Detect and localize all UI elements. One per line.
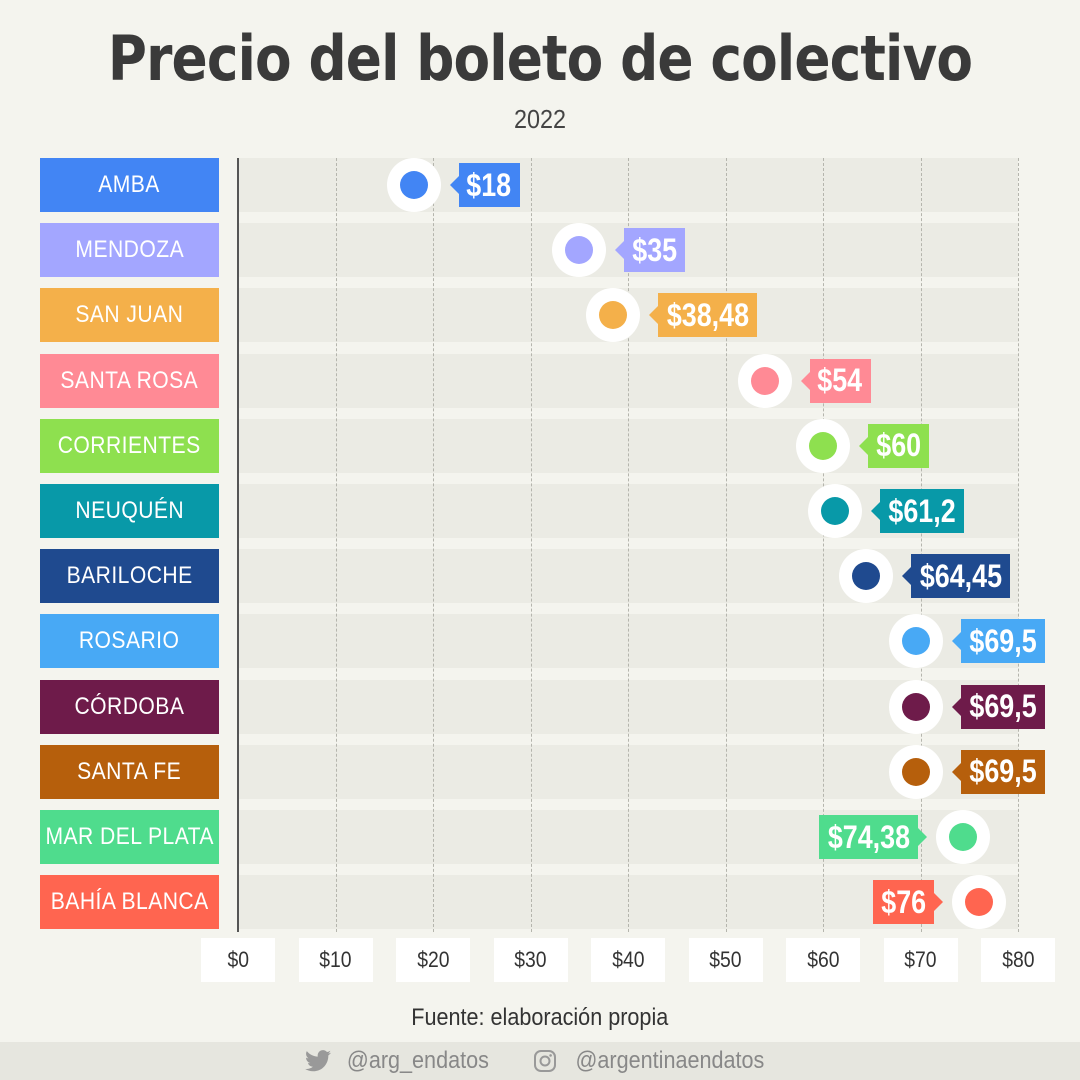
value-label: $35 [615,228,686,273]
data-point [552,223,607,278]
chart-subtitle: 2022 [513,104,567,134]
twitter-handle-text: @arg_endatos [347,1047,490,1074]
value-label: $76 [873,880,943,925]
data-point [807,484,862,538]
category-label: MENDOZA [40,223,219,278]
data-point [796,418,850,473]
footer-bar: @arg_endatos @argentinaendatos [0,1042,1080,1080]
source-note: Fuente: elaboración propia [0,1004,1080,1032]
gridline [823,158,824,932]
source-text: Fuente: elaboración propia [411,1004,669,1031]
data-point [952,875,1006,930]
gridline [433,158,434,932]
instagram-handle[interactable]: @argentinaendatos [533,1047,775,1075]
category-label: AMBA [40,158,219,212]
data-point [888,744,943,799]
chart-title: Precio del boleto de colectivo [107,22,973,95]
gridline [530,158,532,932]
value-label: $69,5 [951,684,1045,729]
x-tick-label: $80 [981,938,1055,982]
category-label: SAN JUAN [40,288,219,343]
x-tick-label: $60 [786,938,860,982]
data-point [888,679,943,734]
x-tick-label: $10 [298,938,373,982]
x-tick-label: $70 [883,938,958,982]
x-tick-label: $50 [688,938,763,982]
value-label: $61,2 [870,489,964,533]
instagram-handle-text: @argentinaendatos [575,1047,765,1074]
twitter-icon [305,1050,332,1072]
value-label: $74,38 [819,815,928,859]
data-point [737,353,792,408]
x-tick-label: $30 [493,938,568,982]
category-label: SANTA ROSA [40,353,219,408]
gridline [628,158,629,932]
data-point [386,158,441,212]
gridline [725,158,727,932]
gridline [1018,158,1019,932]
value-label: $69,5 [951,749,1045,794]
y-axis-line [237,158,239,932]
data-point [936,810,991,864]
category-label: ROSARIO [40,614,219,669]
x-tick-label: $0 [201,938,275,982]
category-label: MAR DEL PLATA [40,810,219,864]
data-point [888,614,943,669]
x-tick-label: $40 [591,938,665,982]
category-label: BARILOCHE [40,549,219,604]
category-label: NEUQUÉN [40,484,219,538]
category-label: BAHÍA BLANCA [40,875,219,930]
twitter-handle[interactable]: @arg_endatos [305,1047,497,1075]
category-label: CÓRDOBA [40,679,219,734]
gridline [920,158,922,932]
value-label: $69,5 [951,619,1045,664]
gridline [335,158,337,932]
value-label: $60 [859,423,929,468]
category-label: CORRIENTES [40,418,219,473]
value-label: $18 [449,163,520,207]
category-label: SANTA FE [40,744,219,799]
value-label: $38,48 [649,293,758,338]
data-point [839,549,894,604]
value-label: $64,45 [902,554,1011,599]
x-tick-label: $20 [396,938,470,982]
instagram-icon [533,1050,556,1072]
data-point [586,288,641,343]
value-label: $54 [800,358,871,403]
